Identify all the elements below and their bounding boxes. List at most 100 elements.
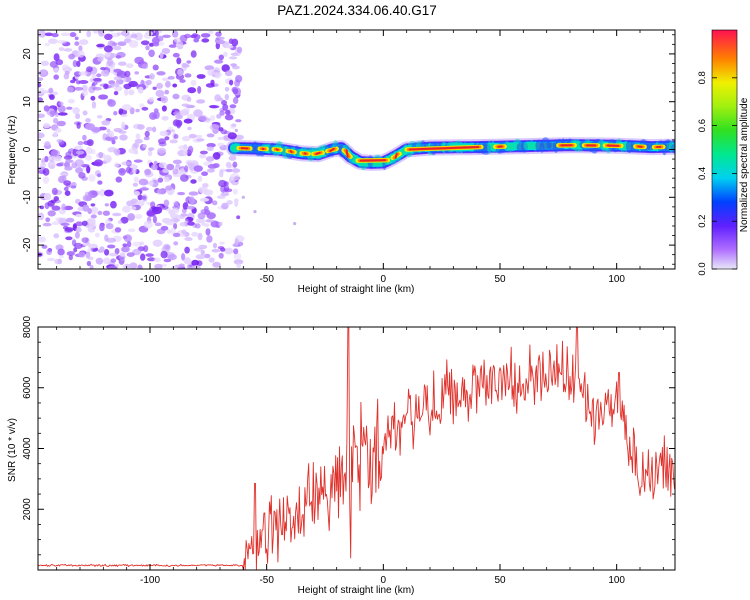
noise-blob	[54, 155, 62, 162]
noise-blob	[88, 243, 98, 249]
noise-blob	[113, 162, 120, 168]
noise-blob	[83, 140, 92, 146]
noise-blob	[133, 142, 140, 148]
noise-blob	[114, 85, 123, 92]
noise-blob	[74, 242, 83, 249]
noise-blob	[44, 155, 49, 163]
noise-blob	[85, 146, 93, 155]
noise-blob	[164, 245, 170, 250]
noise-blob	[225, 168, 233, 173]
noise-blob	[113, 76, 123, 81]
noise-blob	[197, 175, 203, 182]
noise-blob	[132, 182, 139, 187]
noise-blob	[96, 115, 103, 119]
noise-blob	[100, 67, 106, 71]
noise-blob	[206, 133, 215, 138]
noise-blob	[104, 249, 110, 256]
noise-blob	[51, 205, 61, 211]
noise-blob	[76, 122, 81, 129]
noise-blob	[45, 217, 51, 222]
noise-blob	[233, 253, 242, 261]
noise-blob	[38, 113, 45, 119]
colorbar-tick-label: 0.2	[697, 215, 708, 228]
noise-blob	[219, 110, 225, 116]
noise-blob	[38, 236, 47, 243]
noise-blob	[78, 251, 86, 258]
noise-blob	[180, 174, 189, 182]
x-tick-label: 50	[494, 274, 506, 285]
noise-blob	[53, 131, 58, 138]
noise-blob	[127, 228, 136, 233]
noise-blob	[191, 259, 200, 266]
noise-blob	[161, 48, 171, 54]
noise-blob	[207, 69, 215, 76]
noise-blob	[173, 223, 178, 230]
noise-blob	[139, 241, 145, 246]
noise-blob	[218, 221, 223, 227]
noise-blob	[57, 112, 68, 116]
noise-blob	[154, 30, 159, 38]
noise-blob	[89, 264, 94, 269]
noise-blob	[148, 97, 155, 102]
noise-blob	[232, 65, 240, 70]
x-tick-label: 0	[381, 274, 387, 285]
noise-blob	[47, 160, 56, 169]
colorbar-tick-label: 0.0	[697, 262, 708, 275]
noise-blob	[57, 248, 65, 256]
noise-blob	[228, 155, 237, 161]
spectrogram-x-label: Height of straight line (km)	[298, 284, 415, 295]
noise-blob	[70, 185, 77, 189]
noise-blob	[117, 41, 127, 46]
noise-blob	[182, 108, 190, 113]
noise-blob	[172, 83, 178, 88]
noise-blob	[172, 168, 179, 175]
noise-blob	[204, 253, 211, 259]
noise-blob	[135, 133, 141, 140]
noise-blob	[97, 173, 102, 178]
noise-blob	[183, 148, 188, 157]
noise-blob	[195, 254, 206, 260]
noise-blob	[118, 108, 124, 115]
noise-blob	[70, 79, 76, 84]
noise-blob	[224, 114, 234, 121]
noise-blob	[235, 119, 242, 123]
noise-blob	[137, 194, 143, 201]
noise-blob	[221, 202, 229, 210]
ridge-texture	[671, 143, 675, 154]
noise-blob	[87, 256, 94, 261]
noise-blob	[78, 45, 83, 52]
noise-blob	[225, 109, 231, 116]
noise-blob	[187, 145, 194, 154]
noise-blob	[130, 206, 137, 211]
noise-blob	[103, 45, 113, 53]
noise-blob	[183, 118, 193, 124]
x-tick-label: -50	[259, 274, 274, 285]
noise-blob	[141, 106, 149, 111]
noise-blob	[155, 89, 165, 97]
noise-blob	[110, 258, 117, 263]
noise-blob	[101, 69, 110, 77]
noise-blob	[130, 34, 138, 39]
noise-blob	[51, 32, 59, 38]
noise-blob	[74, 159, 85, 168]
noise-blob	[114, 248, 120, 255]
noise-blob	[65, 236, 73, 241]
noise-blob	[91, 101, 97, 109]
noise-blob	[153, 257, 161, 263]
noise-blob	[72, 148, 79, 157]
noise-blob	[219, 241, 225, 245]
noise-blob	[145, 45, 150, 51]
noise-blob	[140, 253, 146, 261]
noise-blob	[44, 42, 50, 47]
noise-blob	[150, 201, 156, 209]
noise-blob	[234, 79, 241, 87]
noise-blob	[90, 203, 96, 207]
noise-blob	[166, 229, 172, 234]
noise-blob	[98, 94, 109, 100]
noise-blob	[145, 31, 154, 36]
noise-blob	[108, 130, 114, 138]
noise-blob	[99, 189, 106, 197]
noise-blob	[193, 165, 203, 172]
noise-blob	[134, 32, 143, 41]
